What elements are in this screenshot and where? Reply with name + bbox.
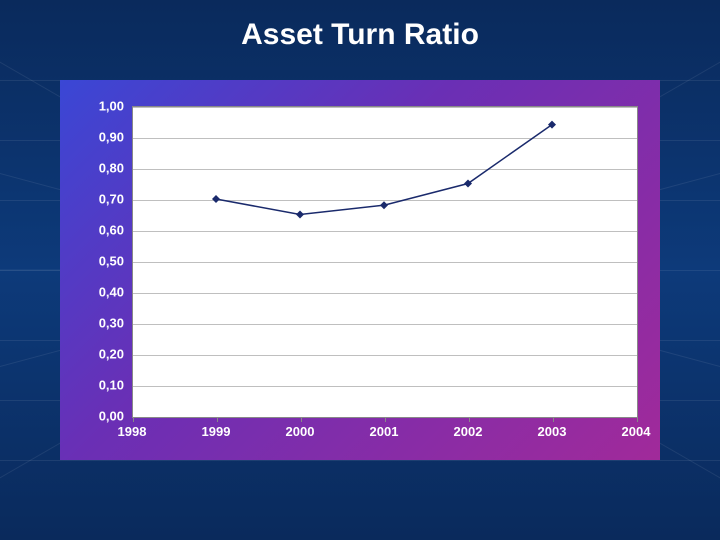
slide: Asset Turn Ratio 0,000,100,200,300,400,5…	[0, 0, 720, 540]
chart-title: Asset Turn Ratio	[0, 18, 720, 52]
series-line	[216, 125, 552, 215]
chart-container: 0,000,100,200,300,400,500,600,700,800,90…	[60, 80, 660, 460]
data-marker	[380, 201, 388, 209]
data-series	[76, 96, 644, 444]
data-marker	[296, 211, 304, 219]
data-marker	[212, 195, 220, 203]
chart-inner: 0,000,100,200,300,400,500,600,700,800,90…	[76, 96, 644, 444]
